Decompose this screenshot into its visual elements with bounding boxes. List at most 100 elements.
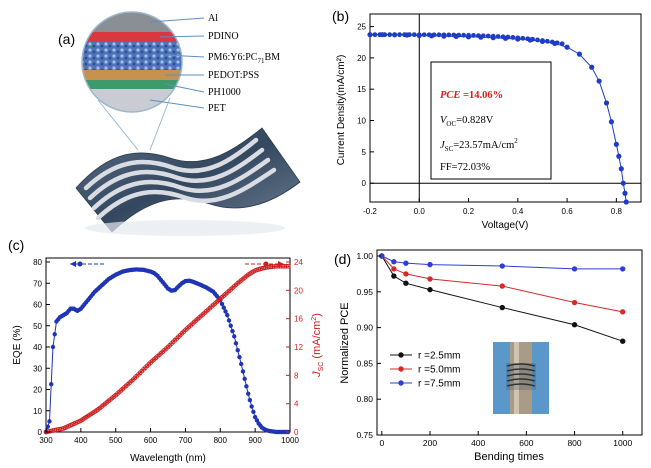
y-tick-label: 5 — [362, 148, 367, 157]
jv-data-point — [613, 141, 619, 147]
right-tick-label: 16 — [294, 315, 303, 324]
chart-c-xlabel: Wavelength (nm) — [130, 453, 206, 464]
annotation-box — [430, 61, 552, 180]
jv-data-point — [520, 35, 526, 41]
magnifier-circle — [81, 11, 183, 113]
chart-d-series — [379, 253, 626, 344]
eqe-data-point — [235, 347, 240, 353]
panel-b-tag: (b) — [332, 8, 349, 24]
jv-data-point — [515, 35, 521, 41]
jv-data-point — [476, 33, 481, 38]
x-tick-label: 600 — [144, 436, 158, 445]
annotation-pce: PCE =14.06% — [440, 90, 503, 101]
chart-d-legend: r =2.5mm r =5.0mm r =7.5mm — [390, 351, 461, 390]
left-tick-label: 80 — [33, 258, 42, 267]
jv-data-point — [618, 166, 624, 172]
jv-data-point — [421, 32, 427, 38]
eqe-data-point — [247, 397, 253, 403]
jv-data-point — [490, 33, 496, 39]
jv-data-point — [392, 32, 398, 38]
panel-c-tag: (c) — [8, 237, 24, 253]
x-tick-label: 0.0 — [414, 207, 426, 216]
y-tick-label: 0.75 — [356, 430, 373, 440]
jv-data-point — [367, 32, 373, 38]
eqe-data-point — [219, 301, 225, 307]
jv-data-point — [441, 32, 447, 38]
eqe-data-point — [240, 369, 246, 374]
jv-data-point — [622, 190, 628, 196]
jv-data-point — [589, 64, 595, 70]
chart-c-ylabel-left: EQE (%) — [12, 325, 23, 364]
jv-data-point — [416, 32, 422, 38]
x-tick-label: 1000 — [613, 438, 632, 448]
right-tick-label: 4 — [294, 400, 299, 409]
jv-data-point — [620, 180, 626, 186]
chart-c-left-axis: 0 10 20 30 40 50 60 70 80 — [33, 258, 50, 437]
chart-c-frame — [45, 257, 291, 433]
eqe-data-point — [244, 384, 249, 389]
y-tick-label: 1.00 — [356, 251, 373, 261]
eqe-data-point — [233, 341, 239, 346]
jv-data-point — [549, 39, 555, 45]
device-shadow — [85, 220, 285, 236]
layer-pedot — [82, 70, 182, 80]
eqe-data-point — [52, 332, 57, 337]
jv-data-point — [596, 78, 602, 84]
legend-label: r =2.5mm — [418, 351, 461, 362]
x-tick-label: 0.4 — [512, 207, 524, 216]
x-tick-label: 900 — [248, 436, 262, 445]
panel-b: (b) -0.2 0.0 0.2 0.4 0.6 0.8 0 5 10 15 20 25 Volta… — [332, 8, 642, 231]
left-tick-label: 10 — [33, 407, 42, 416]
chart-d-ylabel: Normalized PCE — [339, 302, 351, 383]
jv-data-point — [559, 41, 565, 47]
jv-data-point — [554, 40, 560, 46]
chart-b-y-axis: 0 5 10 15 20 25 — [357, 23, 374, 188]
jv-data-point — [564, 44, 570, 50]
eqe-data-point — [225, 312, 230, 318]
series-data-point — [499, 263, 505, 269]
eqe-data-point — [223, 309, 228, 314]
x-tick-label: 200 — [423, 438, 437, 448]
layer-label-ph1000: PH1000 — [208, 87, 241, 98]
right-tick-label: 24 — [294, 258, 303, 267]
x-tick-label: 0.2 — [463, 207, 475, 216]
series-data-point — [571, 299, 578, 306]
y-tick-label: 0.85 — [356, 358, 373, 368]
jv-data-point — [397, 32, 402, 38]
eqe-data-point — [45, 424, 50, 429]
x-tick-label: 700 — [179, 436, 193, 445]
y-tick-label: 20 — [357, 54, 366, 63]
y-tick-label: 15 — [357, 85, 366, 94]
series-data-point — [620, 309, 626, 315]
eqe-data-point — [245, 391, 251, 396]
x-tick-label: -0.2 — [363, 207, 377, 216]
series-data-point — [403, 280, 409, 286]
series-data-point — [427, 276, 433, 282]
jv-data-point — [510, 35, 516, 40]
magnifier-line-right — [149, 97, 171, 151]
series-data-point — [499, 304, 505, 311]
chart-b-xlabel: Voltage(V) — [482, 220, 529, 231]
jv-data-point — [480, 33, 486, 39]
photo-wrapped-device — [506, 363, 536, 387]
jv-data-point — [608, 119, 615, 125]
jv-data-point — [505, 34, 511, 40]
jsc-data-point — [284, 263, 289, 269]
chart-b-frame — [369, 13, 642, 203]
legend-marker — [398, 352, 404, 358]
series-data-point — [499, 283, 505, 289]
eqe-data-point — [47, 419, 52, 424]
left-tick-label: 70 — [33, 279, 42, 288]
x-tick-label: 500 — [109, 436, 123, 445]
right-tick-label: 0 — [294, 428, 299, 437]
jsc-axis-arrow — [245, 261, 284, 267]
y-tick-label: 0.95 — [356, 287, 373, 297]
series-data-point — [427, 261, 433, 268]
jv-data-point — [525, 36, 531, 42]
chart-d-y-axis: 0.75 0.80 0.85 0.90 0.95 1.00 — [356, 251, 381, 440]
right-tick-label: 12 — [294, 343, 303, 352]
layer-pet — [82, 89, 182, 112]
chart-d-frame — [376, 249, 643, 436]
jsc-data-point — [285, 263, 291, 269]
jv-data-point — [535, 37, 540, 43]
